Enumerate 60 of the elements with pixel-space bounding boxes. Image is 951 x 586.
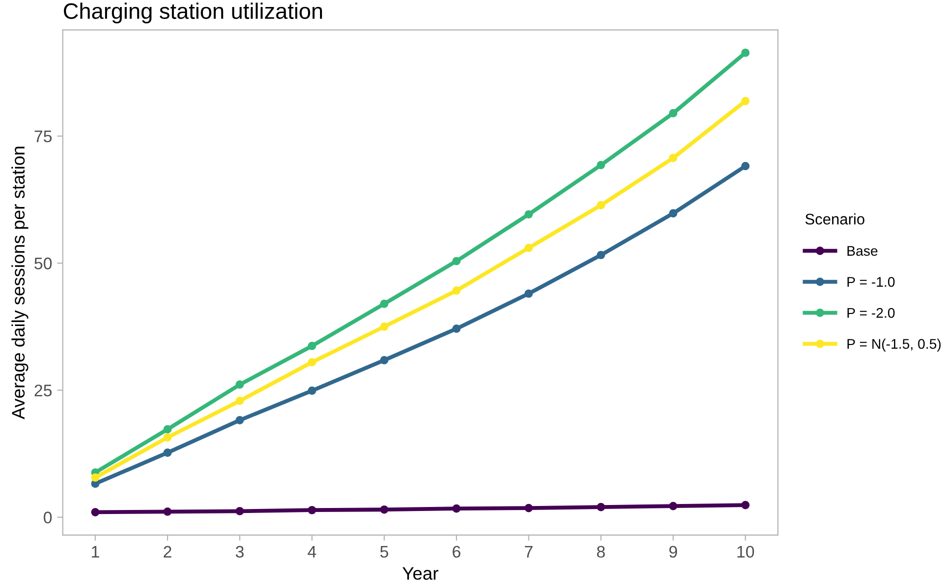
point (308, 506, 316, 514)
legend-title: Scenario (805, 213, 864, 225)
point (669, 109, 678, 118)
point (524, 244, 533, 252)
x-tick-label: 9 (669, 546, 678, 558)
point (669, 154, 678, 162)
point (596, 201, 606, 210)
point (669, 502, 678, 510)
x-tick-label: 6 (452, 546, 460, 558)
point (596, 502, 606, 512)
x-tick-label: 3 (236, 546, 244, 558)
point (236, 380, 244, 389)
x-tick-label: 1 (92, 546, 100, 558)
point (380, 322, 388, 331)
y-tick-label: 0 (44, 512, 52, 524)
y-axis-title: Average daily sessions per station (11, 146, 28, 420)
point (741, 500, 750, 510)
legend-label: P = -1.0 (848, 276, 895, 287)
point (596, 250, 606, 260)
point (741, 48, 750, 57)
point (380, 356, 388, 364)
y-tick-label: 25 (34, 384, 52, 396)
chart-title: Charging station utilization (64, 2, 322, 24)
point (91, 473, 100, 482)
point (91, 508, 100, 516)
point (380, 505, 388, 514)
point (524, 289, 533, 298)
point (452, 504, 461, 513)
point (236, 396, 244, 406)
point (236, 506, 244, 516)
point (380, 300, 388, 308)
x-axis-title: Year (402, 567, 438, 580)
point (669, 209, 678, 218)
y-tick-label: 50 (34, 258, 52, 270)
point (452, 256, 461, 266)
x-tick-label: 2 (164, 546, 172, 558)
x-tick-label: 10 (737, 546, 754, 558)
x-tick-label: 7 (524, 546, 532, 558)
point (308, 386, 316, 395)
x-tick-label: 5 (380, 546, 388, 558)
point (308, 342, 316, 350)
point (596, 160, 606, 170)
point (163, 425, 172, 434)
legend-label: P = -2.0 (848, 308, 895, 318)
point (236, 416, 244, 424)
x-tick-label: 4 (308, 546, 316, 558)
point (163, 433, 172, 442)
point (524, 210, 533, 219)
point (163, 507, 172, 516)
x-tick-label: 8 (597, 546, 605, 558)
point (741, 162, 750, 170)
point (308, 358, 316, 366)
legend-label: Base (848, 246, 878, 256)
point (524, 504, 533, 512)
point (452, 324, 461, 333)
point (452, 286, 461, 295)
legend-label: P = N(-1.5, 0.5) (848, 338, 941, 352)
point (741, 96, 750, 106)
y-tick-label: 75 (34, 130, 52, 142)
point (163, 448, 172, 457)
